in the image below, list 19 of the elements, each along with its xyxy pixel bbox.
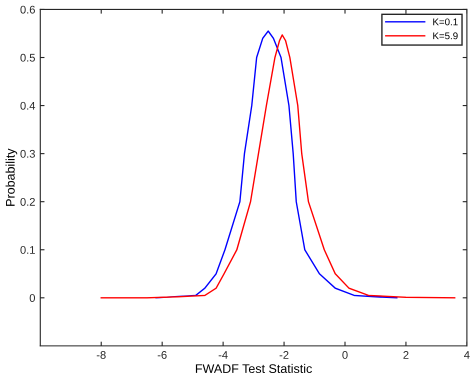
x-tick-label: -2 bbox=[280, 351, 288, 359]
legend-label: K=5.9 bbox=[433, 32, 458, 40]
y-tick-label: 0.1 bbox=[20, 246, 35, 254]
x-tick-label: -8 bbox=[96, 351, 106, 359]
x-axis-title: FWADF Test Statistic bbox=[196, 364, 312, 374]
x-tick-label: -6 bbox=[158, 351, 167, 359]
x-tick-label: 0 bbox=[342, 351, 348, 359]
y-tick-label: 0 bbox=[30, 294, 35, 302]
y-tick-label: 0.2 bbox=[20, 198, 35, 206]
y-tick-label: 0.3 bbox=[20, 150, 35, 158]
x-tick-label: 2 bbox=[403, 351, 408, 359]
x-tick-label: 4 bbox=[464, 351, 470, 359]
y-axis-title: Probability bbox=[6, 148, 18, 206]
legend-label: K=0.1 bbox=[433, 18, 458, 26]
y-tick-label: 0.5 bbox=[20, 54, 35, 62]
x-tick-label: -4 bbox=[218, 351, 228, 359]
line-series bbox=[155, 30, 398, 299]
y-tick-label: 0.6 bbox=[20, 6, 35, 14]
y-tick-label: 0.4 bbox=[20, 102, 36, 110]
